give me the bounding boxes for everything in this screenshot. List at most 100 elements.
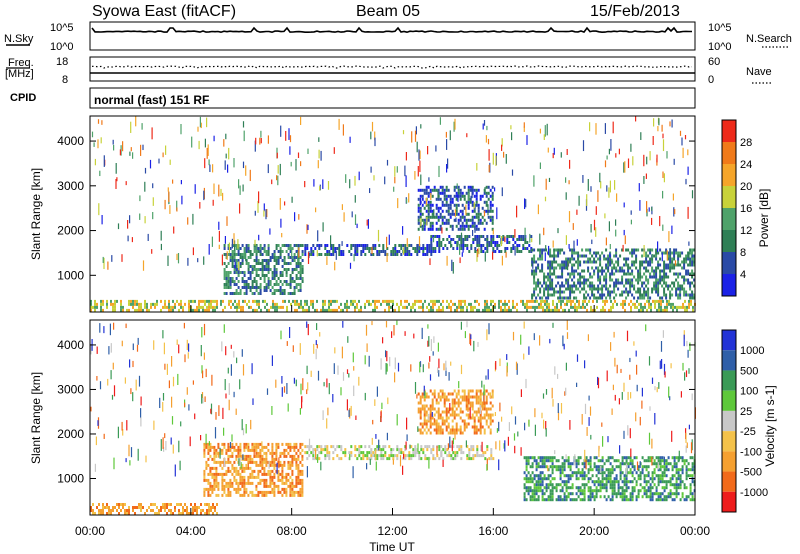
data-cell (414, 302, 416, 306)
data-cell (606, 155, 608, 160)
data-cell (227, 280, 230, 283)
data-cell (622, 302, 624, 306)
data-cell (634, 305, 636, 309)
data-cell (417, 392, 420, 396)
data-cell (447, 206, 450, 210)
data-cell (245, 280, 248, 283)
data-cell (591, 480, 594, 484)
data-cell (404, 305, 406, 309)
data-cell (291, 481, 294, 485)
data-cell (362, 247, 365, 250)
data-cell (459, 209, 462, 213)
data-cell (126, 308, 128, 312)
data-cell (213, 466, 216, 470)
data-cell (659, 263, 662, 267)
data-cell (128, 506, 130, 509)
data-cell (688, 302, 690, 306)
data-cell (106, 302, 108, 306)
data-cell (571, 290, 574, 294)
data-cell (136, 308, 138, 312)
data-cell (663, 251, 666, 255)
data-cell (577, 254, 580, 258)
data-cell (271, 179, 273, 185)
data-cell (573, 284, 576, 288)
data-cell (604, 213, 606, 219)
data-cell (330, 244, 333, 247)
data-cell (443, 188, 446, 192)
data-cell (287, 262, 290, 265)
data-cell (661, 498, 664, 502)
data-cell (376, 454, 379, 458)
data-cell (657, 290, 660, 294)
data-cell (602, 305, 604, 309)
data-cell (595, 456, 598, 460)
data-cell (655, 462, 658, 466)
data-cell (433, 185, 436, 189)
data-cell (629, 480, 632, 484)
data-cell (474, 235, 477, 238)
data-cell (207, 463, 210, 467)
data-cell (615, 153, 617, 158)
data-cell (156, 506, 158, 509)
data-cell (209, 493, 212, 497)
data-cell (443, 194, 446, 198)
data-cell (653, 483, 656, 487)
data-cell (464, 299, 466, 303)
data-cell (587, 498, 590, 502)
data-cell (449, 203, 452, 207)
data-cell (431, 188, 434, 192)
data-cell (287, 247, 290, 250)
data-cell (689, 486, 692, 490)
data-cell (266, 209, 268, 218)
data-cell (285, 490, 288, 494)
data-cell (648, 302, 650, 306)
data-cell (609, 257, 612, 261)
data-cell (289, 247, 292, 250)
data-cell (685, 290, 688, 294)
data-cell (281, 283, 284, 286)
data-cell (579, 284, 582, 288)
data-cell (356, 253, 359, 256)
data-cell (587, 179, 589, 191)
data-cell (419, 398, 422, 402)
data-cell (596, 299, 598, 303)
data-cell (473, 422, 476, 426)
data-cell (524, 241, 527, 244)
data-cell (557, 248, 560, 252)
data-cell (249, 448, 252, 452)
data-cell (287, 460, 290, 464)
data-cell (625, 257, 628, 261)
data-cell (639, 293, 642, 297)
data-cell (241, 484, 244, 488)
data-cell (100, 302, 102, 306)
data-cell (477, 407, 480, 411)
data-cell (557, 483, 560, 487)
data-cell (97, 139, 99, 149)
cpid-value: normal (fast) 151 RF (94, 93, 209, 107)
data-cell (435, 188, 438, 192)
data-cell (455, 191, 458, 195)
data-cell (683, 287, 686, 291)
data-cell (273, 289, 276, 292)
data-cell (583, 465, 586, 469)
data-cell (643, 474, 646, 478)
data-cell (657, 480, 660, 484)
data-cell (615, 477, 618, 481)
data-cell (557, 495, 560, 499)
data-cell (661, 252, 663, 262)
data-cell (120, 299, 122, 303)
data-cell (657, 492, 660, 496)
data-cell (280, 305, 282, 309)
data-cell (563, 266, 566, 270)
data-cell (220, 299, 222, 303)
data-cell (351, 211, 353, 218)
data-cell (665, 483, 668, 487)
data-cell (445, 419, 448, 423)
data-cell (172, 305, 174, 309)
data-cell (176, 253, 178, 261)
data-cell (295, 265, 298, 268)
data-cell (579, 281, 582, 285)
data-cell (100, 509, 102, 512)
data-cell (663, 275, 666, 279)
data-cell (624, 308, 626, 312)
